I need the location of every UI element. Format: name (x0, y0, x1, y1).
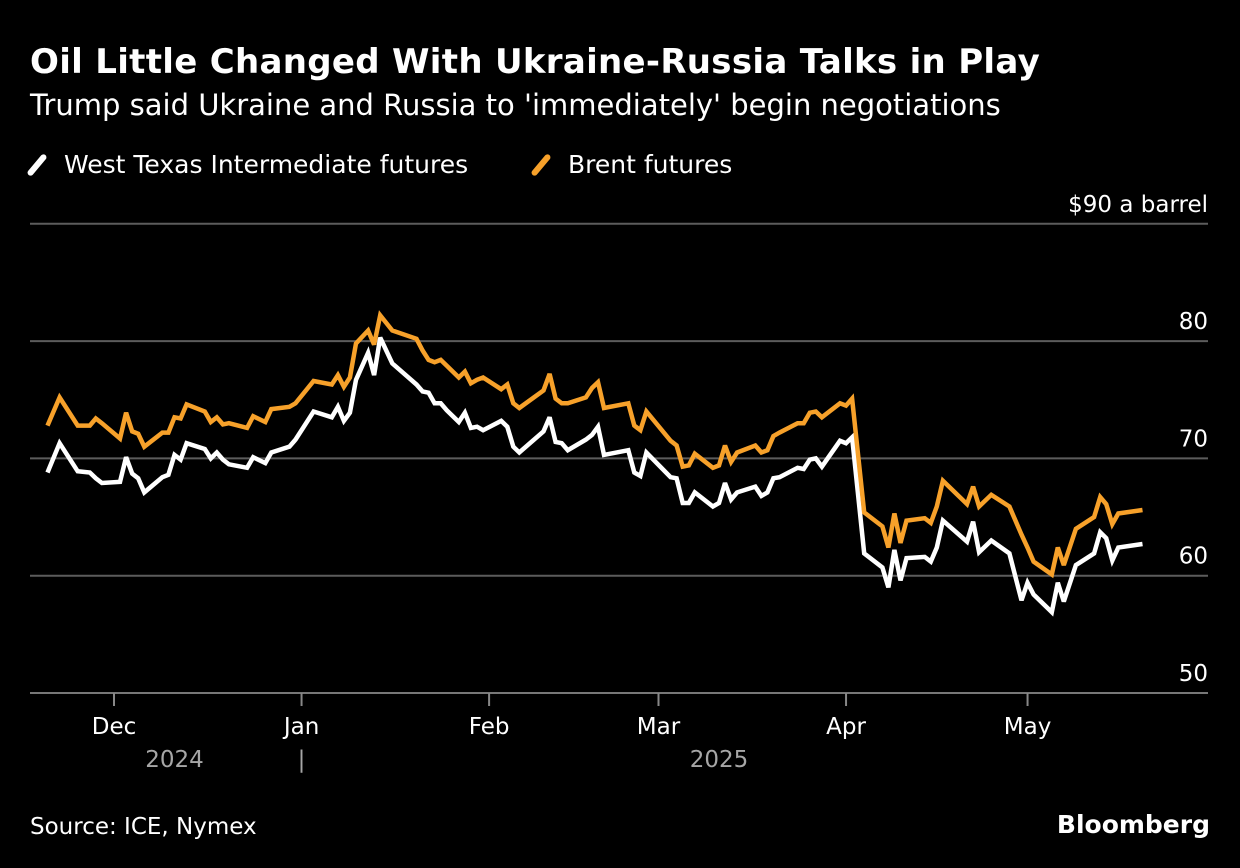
y-tick-label: 70 (1179, 426, 1208, 452)
year-label: | (298, 747, 306, 773)
y-tick-label: $90 a barrel (1068, 192, 1208, 218)
y-tick-label: 80 (1179, 309, 1208, 335)
x-tick-label: May (1004, 714, 1052, 740)
wti-series-line (45, 336, 1143, 617)
legend-item-brent: Brent futures (530, 150, 733, 179)
x-tick-label: Feb (469, 714, 510, 740)
x-tick-label: Jan (282, 714, 319, 740)
x-tick-label: Dec (92, 714, 137, 740)
legend-label-brent: Brent futures (568, 150, 733, 179)
bloomberg-logo: Bloomberg (1056, 810, 1210, 839)
x-tick-label: Apr (826, 714, 866, 740)
brent-series-line (45, 310, 1143, 579)
chart-title: Oil Little Changed With Ukraine-Russia T… (30, 42, 1041, 82)
y-tick-label: 50 (1179, 661, 1208, 687)
year-label: 2025 (690, 747, 749, 773)
legend-label-wti: West Texas Intermediate futures (64, 150, 469, 179)
x-tick-label: Mar (637, 714, 681, 740)
year-label: 2024 (145, 747, 204, 773)
y-tick-label: 60 (1179, 544, 1208, 570)
legend-item-wti: West Texas Intermediate futures (26, 150, 469, 179)
source-note: Source: ICE, Nymex (30, 814, 257, 840)
chart-subtitle: Trump said Ukraine and Russia to 'immedi… (30, 88, 1001, 122)
